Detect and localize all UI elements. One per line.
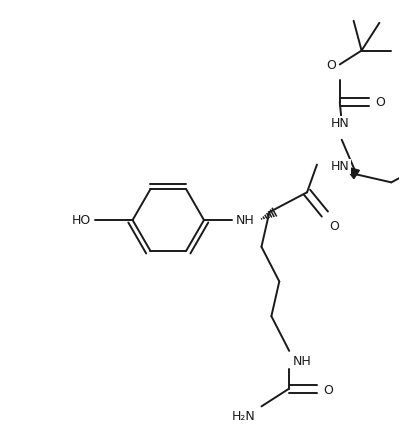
Text: HN: HN <box>331 160 350 173</box>
Text: H₂N: H₂N <box>232 410 255 423</box>
Text: O: O <box>375 95 385 109</box>
Text: NH: NH <box>236 213 255 227</box>
Text: O: O <box>323 384 333 397</box>
Text: HN: HN <box>330 117 349 130</box>
Text: HO: HO <box>72 213 91 227</box>
Text: O: O <box>329 220 339 233</box>
Text: O: O <box>326 59 336 72</box>
Polygon shape <box>345 167 359 178</box>
Text: NH: NH <box>293 355 312 368</box>
